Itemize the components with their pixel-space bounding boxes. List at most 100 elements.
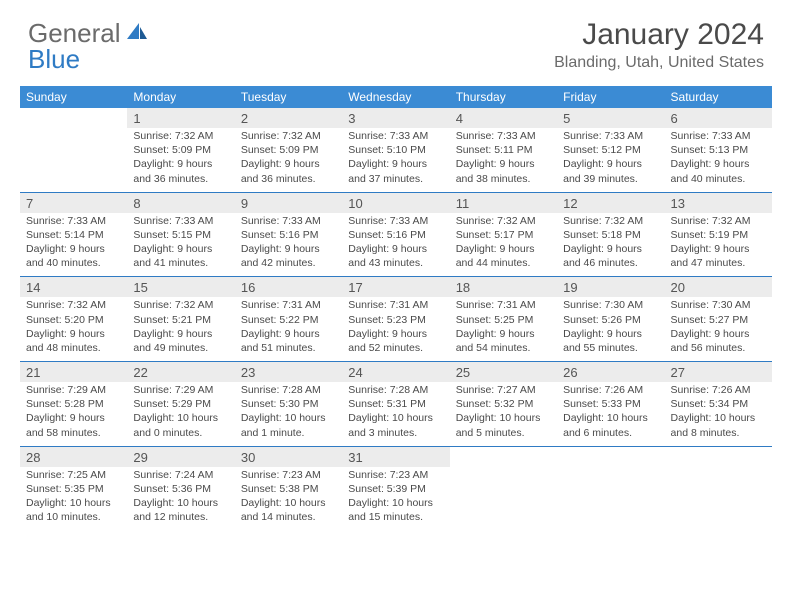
daylight-line: Daylight: 9 hours and 39 minutes. <box>563 157 658 185</box>
week-info-row: Sunrise: 7:29 AMSunset: 5:28 PMDaylight:… <box>20 382 772 446</box>
sunrise-line: Sunrise: 7:33 AM <box>133 214 228 228</box>
page-header: General January 2024 Blanding, Utah, Uni… <box>0 0 792 78</box>
sunrise-line: Sunrise: 7:32 AM <box>133 298 228 312</box>
day-info-cell: Sunrise: 7:25 AMSunset: 5:35 PMDaylight:… <box>20 467 127 531</box>
day-number-cell <box>450 446 557 467</box>
sunrise-line: Sunrise: 7:32 AM <box>26 298 121 312</box>
daylight-line: Daylight: 9 hours and 40 minutes. <box>671 157 766 185</box>
daylight-line: Daylight: 9 hours and 40 minutes. <box>26 242 121 270</box>
day-number-cell: 22 <box>127 362 234 383</box>
day-info-cell: Sunrise: 7:33 AMSunset: 5:10 PMDaylight:… <box>342 128 449 192</box>
week-info-row: Sunrise: 7:32 AMSunset: 5:20 PMDaylight:… <box>20 297 772 361</box>
daylight-line: Daylight: 10 hours and 8 minutes. <box>671 411 766 439</box>
day-number-cell: 26 <box>557 362 664 383</box>
sunset-line: Sunset: 5:35 PM <box>26 482 121 496</box>
day-number-cell: 15 <box>127 277 234 298</box>
day-number-cell: 13 <box>665 192 772 213</box>
daylight-line: Daylight: 10 hours and 0 minutes. <box>133 411 228 439</box>
daylight-line: Daylight: 10 hours and 14 minutes. <box>241 496 336 524</box>
sunset-line: Sunset: 5:16 PM <box>348 228 443 242</box>
day-info-cell: Sunrise: 7:32 AMSunset: 5:17 PMDaylight:… <box>450 213 557 277</box>
day-info-cell: Sunrise: 7:32 AMSunset: 5:18 PMDaylight:… <box>557 213 664 277</box>
week-info-row: Sunrise: 7:25 AMSunset: 5:35 PMDaylight:… <box>20 467 772 531</box>
day-of-week-header: Tuesday <box>235 86 342 108</box>
sunrise-line: Sunrise: 7:28 AM <box>241 383 336 397</box>
day-number-cell: 28 <box>20 446 127 467</box>
day-number-cell: 2 <box>235 108 342 128</box>
sunrise-line: Sunrise: 7:33 AM <box>241 214 336 228</box>
daylight-line: Daylight: 9 hours and 58 minutes. <box>26 411 121 439</box>
day-info-cell: Sunrise: 7:33 AMSunset: 5:14 PMDaylight:… <box>20 213 127 277</box>
day-number-cell: 4 <box>450 108 557 128</box>
day-info-cell: Sunrise: 7:33 AMSunset: 5:11 PMDaylight:… <box>450 128 557 192</box>
day-number-cell: 21 <box>20 362 127 383</box>
day-info-cell: Sunrise: 7:31 AMSunset: 5:22 PMDaylight:… <box>235 297 342 361</box>
daylight-line: Daylight: 10 hours and 10 minutes. <box>26 496 121 524</box>
day-number-cell: 12 <box>557 192 664 213</box>
day-info-cell: Sunrise: 7:32 AMSunset: 5:19 PMDaylight:… <box>665 213 772 277</box>
day-info-cell: Sunrise: 7:32 AMSunset: 5:21 PMDaylight:… <box>127 297 234 361</box>
sunset-line: Sunset: 5:17 PM <box>456 228 551 242</box>
daylight-line: Daylight: 9 hours and 44 minutes. <box>456 242 551 270</box>
day-of-week-header: Monday <box>127 86 234 108</box>
day-info-cell: Sunrise: 7:28 AMSunset: 5:31 PMDaylight:… <box>342 382 449 446</box>
sunrise-line: Sunrise: 7:32 AM <box>671 214 766 228</box>
day-info-cell: Sunrise: 7:29 AMSunset: 5:28 PMDaylight:… <box>20 382 127 446</box>
day-number-cell: 29 <box>127 446 234 467</box>
day-number-cell: 8 <box>127 192 234 213</box>
day-info-cell: Sunrise: 7:24 AMSunset: 5:36 PMDaylight:… <box>127 467 234 531</box>
week-daynum-row: 123456 <box>20 108 772 128</box>
daylight-line: Daylight: 9 hours and 56 minutes. <box>671 327 766 355</box>
title-block: January 2024 Blanding, Utah, United Stat… <box>554 18 764 72</box>
sunset-line: Sunset: 5:18 PM <box>563 228 658 242</box>
daylight-line: Daylight: 10 hours and 5 minutes. <box>456 411 551 439</box>
day-number-cell: 5 <box>557 108 664 128</box>
daylight-line: Daylight: 10 hours and 1 minute. <box>241 411 336 439</box>
sunrise-line: Sunrise: 7:27 AM <box>456 383 551 397</box>
day-info-cell: Sunrise: 7:31 AMSunset: 5:23 PMDaylight:… <box>342 297 449 361</box>
daylight-line: Daylight: 9 hours and 46 minutes. <box>563 242 658 270</box>
day-info-cell: Sunrise: 7:33 AMSunset: 5:13 PMDaylight:… <box>665 128 772 192</box>
day-info-cell: Sunrise: 7:28 AMSunset: 5:30 PMDaylight:… <box>235 382 342 446</box>
sunrise-line: Sunrise: 7:33 AM <box>563 129 658 143</box>
daylight-line: Daylight: 10 hours and 6 minutes. <box>563 411 658 439</box>
sunset-line: Sunset: 5:21 PM <box>133 313 228 327</box>
sunrise-line: Sunrise: 7:23 AM <box>348 468 443 482</box>
sunset-line: Sunset: 5:26 PM <box>563 313 658 327</box>
day-info-cell: Sunrise: 7:27 AMSunset: 5:32 PMDaylight:… <box>450 382 557 446</box>
location-subtitle: Blanding, Utah, United States <box>554 54 764 72</box>
day-number-cell: 10 <box>342 192 449 213</box>
day-info-cell: Sunrise: 7:31 AMSunset: 5:25 PMDaylight:… <box>450 297 557 361</box>
sunrise-line: Sunrise: 7:31 AM <box>241 298 336 312</box>
day-number-cell: 11 <box>450 192 557 213</box>
day-info-cell: Sunrise: 7:33 AMSunset: 5:12 PMDaylight:… <box>557 128 664 192</box>
day-number-cell: 19 <box>557 277 664 298</box>
day-number-cell: 23 <box>235 362 342 383</box>
sunrise-line: Sunrise: 7:30 AM <box>563 298 658 312</box>
daylight-line: Daylight: 9 hours and 55 minutes. <box>563 327 658 355</box>
sunset-line: Sunset: 5:23 PM <box>348 313 443 327</box>
sunset-line: Sunset: 5:14 PM <box>26 228 121 242</box>
day-of-week-header: Thursday <box>450 86 557 108</box>
sunset-line: Sunset: 5:22 PM <box>241 313 336 327</box>
sunset-line: Sunset: 5:25 PM <box>456 313 551 327</box>
sunrise-line: Sunrise: 7:25 AM <box>26 468 121 482</box>
daylight-line: Daylight: 9 hours and 48 minutes. <box>26 327 121 355</box>
sunrise-line: Sunrise: 7:33 AM <box>26 214 121 228</box>
day-number-cell: 25 <box>450 362 557 383</box>
sunrise-line: Sunrise: 7:30 AM <box>671 298 766 312</box>
day-info-cell: Sunrise: 7:32 AMSunset: 5:09 PMDaylight:… <box>235 128 342 192</box>
day-number-cell: 17 <box>342 277 449 298</box>
sunset-line: Sunset: 5:19 PM <box>671 228 766 242</box>
week-info-row: Sunrise: 7:33 AMSunset: 5:14 PMDaylight:… <box>20 213 772 277</box>
sunset-line: Sunset: 5:16 PM <box>241 228 336 242</box>
day-of-week-header: Friday <box>557 86 664 108</box>
sunset-line: Sunset: 5:36 PM <box>133 482 228 496</box>
week-info-row: Sunrise: 7:32 AMSunset: 5:09 PMDaylight:… <box>20 128 772 192</box>
sunset-line: Sunset: 5:10 PM <box>348 143 443 157</box>
sunset-line: Sunset: 5:09 PM <box>241 143 336 157</box>
brand-text-blue: Blue <box>28 44 80 74</box>
sunrise-line: Sunrise: 7:32 AM <box>563 214 658 228</box>
daylight-line: Daylight: 9 hours and 37 minutes. <box>348 157 443 185</box>
sunset-line: Sunset: 5:15 PM <box>133 228 228 242</box>
